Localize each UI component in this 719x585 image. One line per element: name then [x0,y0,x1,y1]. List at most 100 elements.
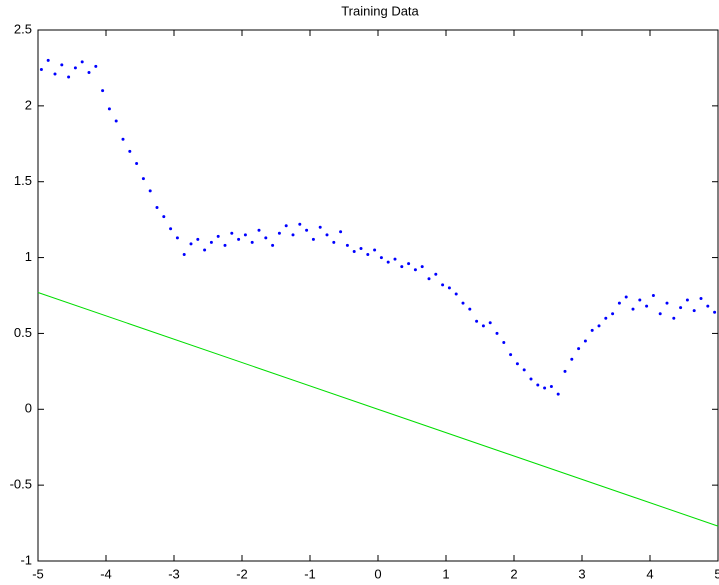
scatter-point [400,265,404,269]
scatter-point [305,228,309,232]
scatter-point [631,307,635,311]
scatter-point [366,253,370,257]
x-tick-label: -3 [168,566,180,581]
scatter-point [658,312,662,316]
y-tick-label: 1.5 [14,173,32,188]
scatter-point [509,353,513,357]
scatter-point [332,240,336,244]
scatter-point [291,233,295,237]
x-tick-label: 4 [646,566,653,581]
scatter-point [196,237,200,241]
scatter-point [135,162,139,166]
scatter-point [461,301,465,305]
scatter-point [162,215,166,219]
scatter-point [80,60,84,64]
scatter-point [604,316,608,320]
x-tick-label: -2 [236,566,248,581]
scatter-point [94,64,98,68]
scatter-point [441,283,445,287]
x-tick-label: 3 [578,566,585,581]
scatter-point [189,242,193,246]
x-tick-label: -1 [304,566,316,581]
scatter-point [713,310,717,314]
scatter-point [475,319,479,323]
scatter-point [699,297,703,301]
scatter-point [624,295,628,299]
scatter-point [169,227,173,231]
scatter-point [379,256,383,260]
x-tick-label: 2 [510,566,517,581]
y-tick-label: 2 [25,97,32,112]
scatter-point [128,149,132,153]
scatter-point [549,385,553,389]
scatter-point [692,309,696,313]
x-tick-label: 5 [714,566,719,581]
scatter-point [39,67,43,71]
scatter-point [665,301,669,305]
scatter-point [563,369,567,373]
scatter-point [447,286,451,290]
scatter-point [257,228,261,232]
scatter-point [203,248,207,252]
scatter-point [352,250,356,254]
scatter-point [298,222,302,226]
scatter-point [651,294,655,297]
scatter-point [87,70,91,74]
scatter-point [434,272,438,276]
scatter-point [243,233,247,237]
scatter-point [420,265,424,269]
y-tick-label: 1 [25,249,32,264]
scatter-point [706,304,710,308]
scatter-point [223,243,227,247]
y-tick-label: -1 [20,552,32,567]
scatter-point [345,243,349,247]
y-tick-label: 0.5 [14,325,32,340]
x-tick-label: 1 [442,566,449,581]
scatter-point [114,119,118,123]
scatter-point [182,253,186,257]
scatter-point [570,357,574,361]
scatter-point [237,237,241,241]
scatter-point [393,257,397,261]
scatter-point [515,362,519,366]
scatter-point [454,292,458,296]
scatter-point [311,237,315,241]
scatter-point [67,75,71,79]
y-tick-label: 0 [25,401,32,416]
scatter-point [617,301,621,305]
scatter-point [73,66,77,70]
scatter-point [175,236,179,240]
scatter-point [386,260,390,264]
scatter-point [284,224,288,228]
y-tick-label: -0.5 [10,477,32,492]
x-tick-label: 0 [374,566,381,581]
scatter-point [407,262,411,266]
line [37,291,719,527]
chart-title: Training Data [341,3,419,18]
scatter-point [468,307,472,311]
scatter-point [638,298,642,302]
scatter-point [488,321,492,325]
scatter-point [325,233,329,237]
scatter-point [250,240,254,244]
plot-frame [37,29,719,562]
x-tick-label: -5 [32,566,44,581]
scatter-point [264,236,268,240]
scatter-point [155,206,159,210]
x-tick-label: -4 [100,566,112,581]
scatter-point [590,328,594,332]
scatter-point [536,383,540,387]
scatter-point [373,248,377,252]
scatter-point [46,58,50,62]
scatter-point [53,72,57,76]
scatter-point [318,225,322,229]
scatter-point [679,306,683,310]
scatter-point [359,246,363,250]
scatter-point [481,324,485,328]
scatter-point [577,347,581,351]
scatter-point [611,312,615,316]
y-tick-label: 2.5 [14,21,32,36]
scatter-point [230,231,234,235]
scatter-point [121,137,125,141]
